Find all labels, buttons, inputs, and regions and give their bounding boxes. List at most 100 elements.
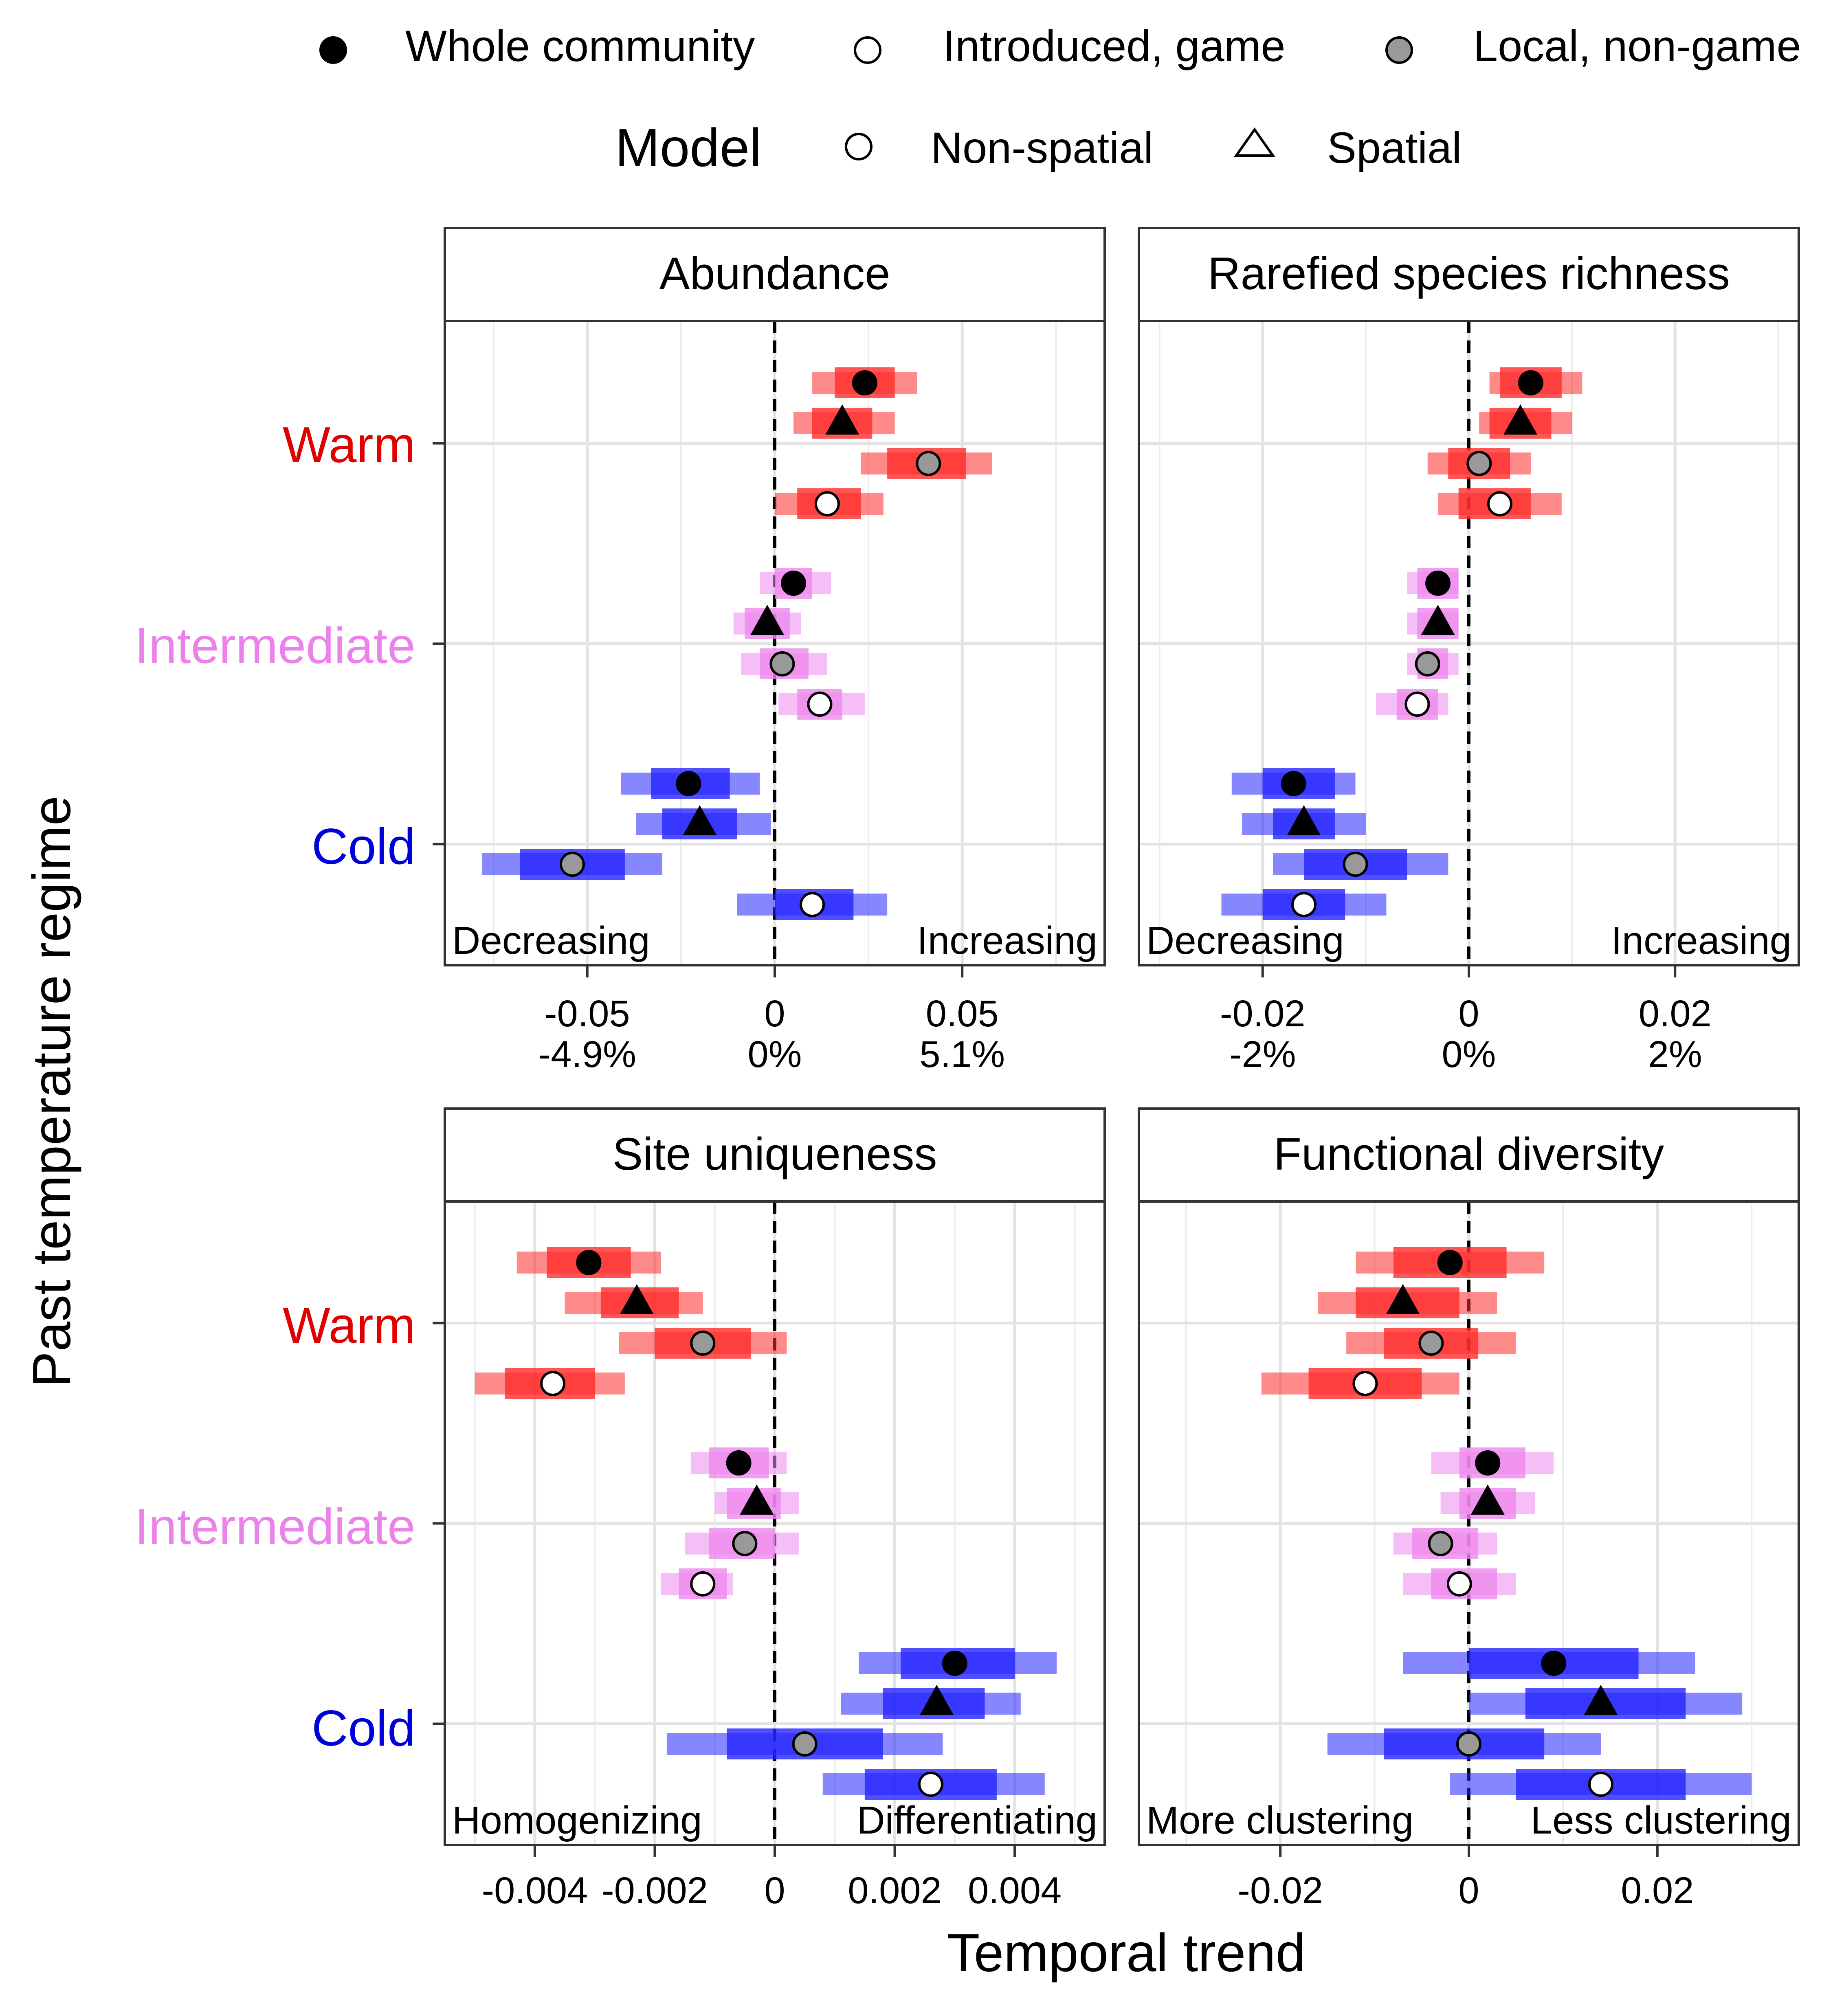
regime-label-warm-top: Warm [283,417,415,473]
estimate-introduced-circle-point [1487,491,1512,516]
estimate-spatial-point [1503,404,1537,435]
estimate-local-circle-point [1418,1331,1444,1356]
estimate-spatial-point [1287,805,1321,835]
x-tick-percent-label: 0% [1442,1034,1496,1075]
x-tick-label: 0.02 [1621,1870,1694,1911]
panel-functional-diversity: Functional diversity More clustering Less … [1138,1107,1800,1911]
estimate-local-circle-point [1428,1531,1453,1556]
estimate-whole-circle-point [1475,1450,1501,1476]
x-tick-percent-label: 2% [1648,1034,1702,1075]
panel-title: Site uniqueness [612,1129,937,1179]
legend-whole-circle-icon [319,36,347,64]
x-tick-label: -0.02 [1220,993,1306,1034]
estimate-introduced-circle-point [1352,1371,1378,1396]
legend-introduced-circle-icon [854,36,881,64]
regime-label-cold-bottom: Cold [312,1700,415,1757]
estimate-local-circle-point [1456,1731,1481,1757]
regime-label-warm-bottom: Warm [283,1298,415,1354]
estimate-spatial-point [1584,1684,1618,1715]
estimate-local-circle-point [690,1331,716,1356]
estimate-introduced-circle-point [1404,692,1430,717]
estimate-spatial-point [920,1684,954,1715]
y-axis-bottom: Warm Intermediate Cold [135,1298,415,1757]
legend-spatial-triangle-icon [1234,127,1275,157]
x-tick-label: -0.004 [481,1870,588,1911]
estimate-local-circle-point [559,852,585,877]
legend-group-local: Local, non-game [1385,21,1801,70]
x-tick-label: 0.002 [848,1870,941,1911]
x-tick-percent-label: -4.9% [538,1034,636,1075]
estimate-local-circle-point [769,651,795,676]
panel-abundance: Abundance Decreasing Increasing -0.05-4.9% 0… [433,227,1106,1075]
estimate-whole-circle-point [726,1450,752,1476]
estimate-spatial-point [1470,1484,1505,1515]
x-tick-percent-label: -2% [1229,1034,1296,1075]
panel-title: Functional diversity [1274,1129,1664,1179]
regime-label-intermediate-bottom: Intermediate [135,1499,415,1555]
panel-strip [444,1107,1106,1203]
x-tick-percent-label: 5.1% [919,1034,1005,1075]
direction-note-right: Differentiating [857,1799,1097,1842]
regime-label-cold-top: Cold [312,819,415,875]
y-axis-title: Past temperature regime [22,796,81,1388]
estimate-introduced-circle-point [540,1371,566,1396]
panel-strip [444,227,1106,322]
estimate-introduced-circle-point [1446,1571,1472,1597]
direction-note-right: Less clustering [1531,1799,1791,1842]
legend-label-introduced: Introduced, game [943,21,1286,70]
x-tick-label: 0 [764,993,785,1034]
estimate-whole-circle-point [1437,1250,1463,1275]
legend-label-spatial: Spatial [1327,123,1462,172]
legend-label-local: Local, non-game [1473,21,1801,70]
x-tick-label: -0.002 [602,1870,708,1911]
estimate-introduced-circle-point [814,491,840,516]
direction-note-right: Increasing [917,919,1097,962]
estimate-spatial-point [740,1484,774,1515]
estimate-spatial-point [825,404,859,435]
estimate-introduced-circle-point [1588,1772,1613,1797]
panel-site-uniqueness: Site uniqueness Homogenizing Differentiati… [433,1107,1106,1911]
direction-note-left: More clustering [1146,1799,1413,1842]
legend-label-whole: Whole community [405,21,755,70]
estimate-whole-circle-point [1281,771,1306,796]
x-tick-label: 0 [1458,993,1479,1034]
x-tick-label: -0.05 [545,993,630,1034]
x-tick-label: 0 [1458,1870,1479,1911]
legend: Whole community Introduced, game Local, … [319,21,1801,178]
x-tick-label: 0.05 [926,993,999,1034]
estimate-whole-circle-point [1425,571,1451,596]
estimate-spatial-point [1386,1284,1420,1314]
estimate-local-circle-point [1415,651,1440,676]
estimate-local-circle-point [732,1531,758,1556]
direction-note-left: Decreasing [452,919,650,962]
estimate-whole-circle-point [942,1651,967,1676]
estimate-local-circle-point [1343,852,1368,877]
x-tick-label: -0.02 [1237,1870,1323,1911]
estimate-spatial-point [620,1284,654,1314]
panel-rarefied-species-richness: Rarefied species richness Decreasing Incre… [1138,227,1800,1075]
x-tick-label: 0 [764,1870,785,1911]
estimate-spatial-point [750,604,784,635]
estimate-local-circle-point [792,1731,818,1757]
legend-nonspatial-circle-icon [845,133,873,160]
legend-local-circle-icon [1385,36,1413,64]
panel-strip [1138,1107,1800,1203]
estimate-whole-circle-point [1541,1651,1567,1676]
legend-label-nonspatial: Non-spatial [931,123,1153,172]
x-tick-percent-label: 0% [748,1034,802,1075]
panel-title: Rarefied species richness [1208,248,1730,299]
panel-title: Abundance [659,248,890,299]
estimate-introduced-circle-point [918,1772,943,1797]
estimate-local-circle-point [1466,451,1492,476]
legend-group-introduced: Introduced, game [854,21,1286,70]
estimate-local-circle-point [916,451,941,476]
estimate-introduced-circle-point [800,892,825,917]
estimate-introduced-circle-point [690,1571,716,1597]
estimate-introduced-circle-point [1291,892,1317,917]
x-axis-title: Temporal trend [947,1923,1306,1983]
estimate-spatial-point [683,805,717,835]
y-axis-top: Warm Intermediate Cold [135,417,415,875]
legend-model-title: Model [615,118,762,178]
estimate-introduced-circle-point [807,692,833,717]
x-tick-label: 0.004 [968,1870,1062,1911]
